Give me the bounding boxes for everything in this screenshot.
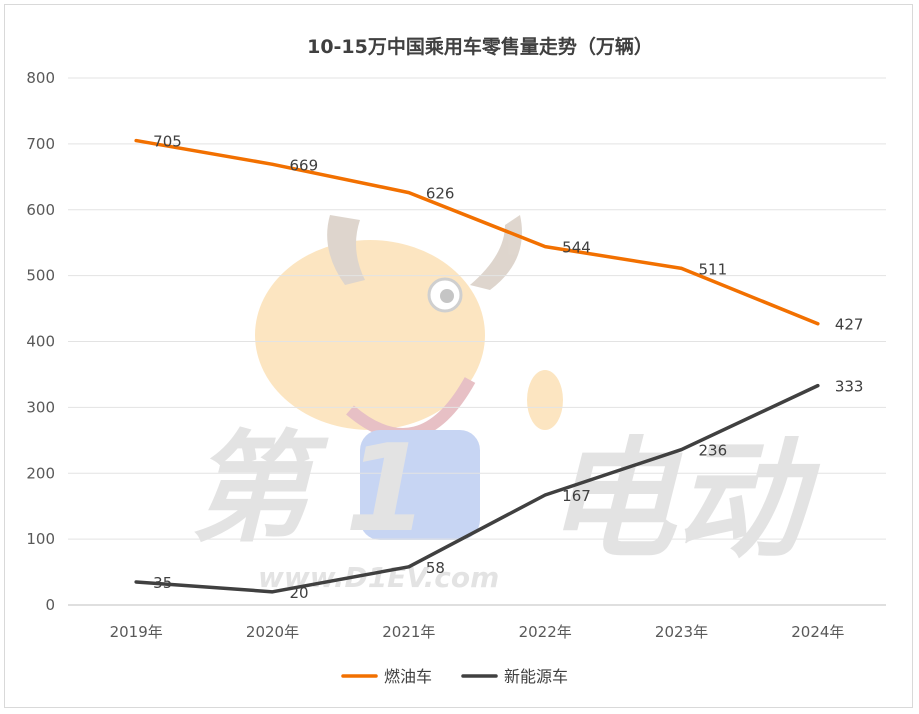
x-tick-label: 2023年 [655, 623, 708, 641]
watermark-char-1: 第 [190, 420, 329, 559]
watermark-char-2: 1 [345, 420, 429, 559]
x-tick-label: 2020年 [246, 623, 299, 641]
y-tick-label: 500 [26, 267, 55, 285]
y-tick-label: 100 [26, 530, 55, 548]
mascot-antler-left [327, 215, 365, 285]
mascot-mouth [346, 377, 476, 440]
mascot-body [360, 430, 480, 540]
series-group [134, 138, 820, 594]
data-point [134, 139, 138, 143]
x-axis: 2019年 2020年 2021年 2022年 2023年 2024年 [110, 623, 845, 641]
data-label: 58 [426, 559, 445, 577]
data-label: 236 [699, 442, 728, 460]
data-point [680, 266, 683, 270]
data-point [271, 590, 274, 594]
data-label: 511 [699, 260, 728, 278]
y-tick-label: 700 [26, 135, 55, 153]
data-label: 705 [153, 133, 182, 151]
data-point [134, 580, 138, 584]
mascot-pupil [440, 289, 454, 303]
data-label: 669 [290, 156, 319, 174]
legend-label-1: 燃油车 [384, 667, 432, 686]
chart-title: 10-15万中国乘用车零售量走势（万辆） [307, 35, 653, 58]
data-label: 544 [562, 239, 591, 257]
x-tick-label: 2019年 [110, 623, 163, 641]
data-label: 333 [835, 378, 864, 396]
x-tick-label: 2022年 [519, 623, 572, 641]
x-tick-label: 2024年 [791, 623, 844, 641]
data-point [680, 448, 683, 452]
data-labels: 705 669 626 544 511 427 35 20 58 167 236 333 [153, 133, 863, 602]
data-label: 427 [835, 316, 864, 334]
data-label: 626 [426, 185, 455, 203]
data-point [543, 493, 547, 497]
x-tick-label: 2021年 [382, 623, 435, 641]
data-label: 167 [562, 487, 591, 505]
data-label: 20 [290, 584, 309, 602]
data-point [816, 384, 820, 388]
series-line-1 [134, 138, 820, 326]
y-tick-label: 800 [26, 69, 55, 87]
chart-frame [4, 4, 913, 708]
y-tick-label: 600 [26, 201, 55, 219]
data-point [407, 565, 411, 569]
y-axis: 0 100 200 300 400 500 600 700 800 [26, 69, 55, 614]
mascot-eye [427, 277, 463, 313]
data-point [543, 245, 547, 249]
gridlines [68, 77, 886, 606]
mascot-thumb [527, 370, 563, 430]
legend-label-2: 新能源车 [504, 667, 568, 686]
y-tick-label: 400 [26, 333, 55, 351]
data-point [407, 191, 411, 195]
y-tick-label: 200 [26, 464, 55, 482]
data-label: 35 [153, 574, 172, 592]
mascot-head [255, 240, 485, 430]
data-point [816, 322, 820, 326]
legend: 燃油车 新能源车 [341, 667, 568, 686]
series-line-2 [134, 383, 820, 594]
y-tick-label: 0 [45, 596, 55, 614]
y-tick-label: 300 [26, 398, 55, 416]
data-point [271, 162, 274, 166]
